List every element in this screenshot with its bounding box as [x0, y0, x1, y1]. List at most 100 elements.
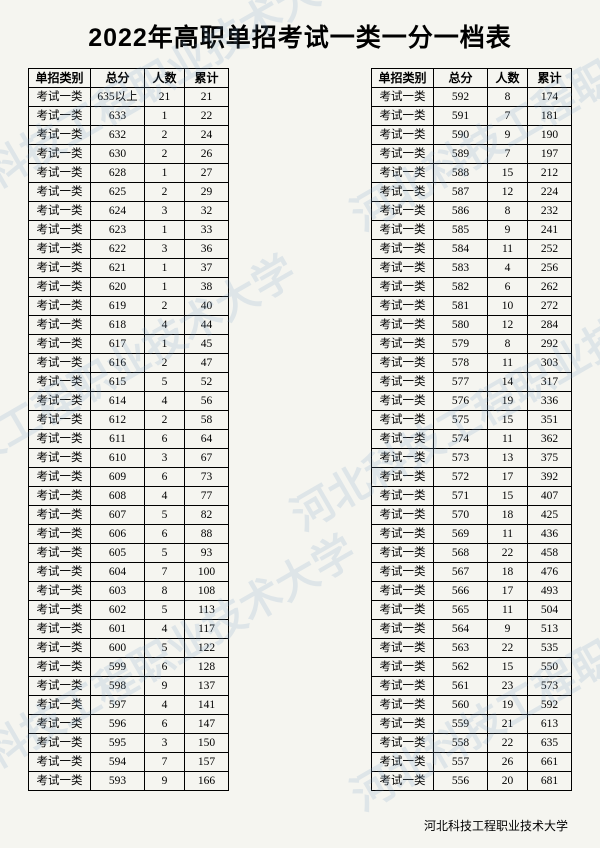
cell-count: 13: [488, 449, 528, 468]
cell-count: 9: [145, 677, 185, 696]
cell-category: 考试一类: [29, 677, 91, 696]
cell-score: 559: [434, 715, 488, 734]
cell-score: 624: [91, 202, 145, 221]
cell-category: 考试一类: [29, 430, 91, 449]
cell-cumulative: 190: [528, 126, 572, 145]
table-row: 考试一类56322535: [372, 639, 572, 658]
table-row: 考试一类57411362: [372, 430, 572, 449]
table-row: 考试一类616247: [29, 354, 229, 373]
cell-count: 3: [145, 202, 185, 221]
table-row: 考试一类55921613: [372, 715, 572, 734]
cell-cumulative: 284: [528, 316, 572, 335]
cell-category: 考试一类: [29, 373, 91, 392]
cell-score: 598: [91, 677, 145, 696]
cell-score: 614: [91, 392, 145, 411]
cell-cumulative: 224: [528, 183, 572, 202]
cell-category: 考试一类: [29, 753, 91, 772]
cell-category: 考试一类: [372, 297, 434, 316]
cell-score: 599: [91, 658, 145, 677]
score-table-right: 单招类别 总分 人数 累计 考试一类5928174考试一类5917181考试一类…: [371, 68, 572, 791]
table-row: 考试一类58411252: [372, 240, 572, 259]
cell-count: 2: [145, 126, 185, 145]
cell-cumulative: 504: [528, 601, 572, 620]
cell-count: 7: [488, 145, 528, 164]
cell-cumulative: 36: [185, 240, 229, 259]
cell-score: 591: [434, 107, 488, 126]
cell-count: 6: [145, 658, 185, 677]
cell-cumulative: 29: [185, 183, 229, 202]
cell-count: 21: [488, 715, 528, 734]
cell-count: 11: [488, 601, 528, 620]
cell-category: 考试一类: [372, 620, 434, 639]
cell-category: 考试一类: [29, 563, 91, 582]
cell-count: 8: [488, 88, 528, 107]
cell-cumulative: 157: [185, 753, 229, 772]
cell-count: 1: [145, 278, 185, 297]
cell-category: 考试一类: [372, 658, 434, 677]
cell-count: 5: [145, 601, 185, 620]
table-row: 考试一类5928174: [372, 88, 572, 107]
table-row: 考试一类615552: [29, 373, 229, 392]
cell-cumulative: 256: [528, 259, 572, 278]
cell-cumulative: 351: [528, 411, 572, 430]
table-row: 考试一类608477: [29, 487, 229, 506]
cell-category: 考试一类: [29, 506, 91, 525]
cell-count: 15: [488, 411, 528, 430]
cell-score: 566: [434, 582, 488, 601]
cell-category: 考试一类: [372, 753, 434, 772]
cell-category: 考试一类: [372, 563, 434, 582]
cell-score: 602: [91, 601, 145, 620]
table-row: 考试一类57811303: [372, 354, 572, 373]
cell-score: 570: [434, 506, 488, 525]
table-row: 考试一类5996128: [29, 658, 229, 677]
table-row: 考试一类5826262: [372, 278, 572, 297]
cell-count: 8: [145, 582, 185, 601]
table-row: 考试一类5909190: [372, 126, 572, 145]
cell-cumulative: 32: [185, 202, 229, 221]
cell-count: 23: [488, 677, 528, 696]
cell-count: 2: [145, 183, 185, 202]
cell-cumulative: 40: [185, 297, 229, 316]
page-container: 河北科技工程职业技术大学河北科技工程职业技术大学河北科技工程职业技术大学河北科技…: [0, 0, 600, 848]
cell-cumulative: 272: [528, 297, 572, 316]
cell-score: 611: [91, 430, 145, 449]
cell-cumulative: 24: [185, 126, 229, 145]
table-row: 考试一类635以上2121: [29, 88, 229, 107]
table-row: 考试一类5947157: [29, 753, 229, 772]
cell-category: 考试一类: [29, 639, 91, 658]
cell-category: 考试一类: [29, 335, 91, 354]
table-row: 考试一类610367: [29, 449, 229, 468]
cell-count: 3: [145, 449, 185, 468]
cell-cumulative: 67: [185, 449, 229, 468]
cell-category: 考试一类: [29, 487, 91, 506]
cell-category: 考试一类: [372, 221, 434, 240]
cell-count: 5: [145, 506, 185, 525]
cell-count: 4: [145, 620, 185, 639]
table-row: 考试一类6047100: [29, 563, 229, 582]
cell-score: 583: [434, 259, 488, 278]
cell-score: 619: [91, 297, 145, 316]
cell-count: 2: [145, 354, 185, 373]
cell-count: 17: [488, 468, 528, 487]
cell-category: 考试一类: [372, 449, 434, 468]
cell-score: 610: [91, 449, 145, 468]
cell-category: 考试一类: [372, 278, 434, 297]
cell-category: 考试一类: [372, 183, 434, 202]
header-category: 单招类别: [372, 69, 434, 88]
cell-score: 620: [91, 278, 145, 297]
cell-score: 603: [91, 582, 145, 601]
table-row: 考试一类5649513: [372, 620, 572, 639]
cell-count: 4: [488, 259, 528, 278]
cell-category: 考试一类: [29, 202, 91, 221]
cell-count: 7: [488, 107, 528, 126]
cell-cumulative: 535: [528, 639, 572, 658]
cell-cumulative: 212: [528, 164, 572, 183]
cell-score: 584: [434, 240, 488, 259]
table-row: 考试一类58110272: [372, 297, 572, 316]
table-row: 考试一类618444: [29, 316, 229, 335]
table-row: 考试一类619240: [29, 297, 229, 316]
cell-cumulative: 362: [528, 430, 572, 449]
table-row: 考试一类56617493: [372, 582, 572, 601]
cell-score: 605: [91, 544, 145, 563]
cell-cumulative: 292: [528, 335, 572, 354]
